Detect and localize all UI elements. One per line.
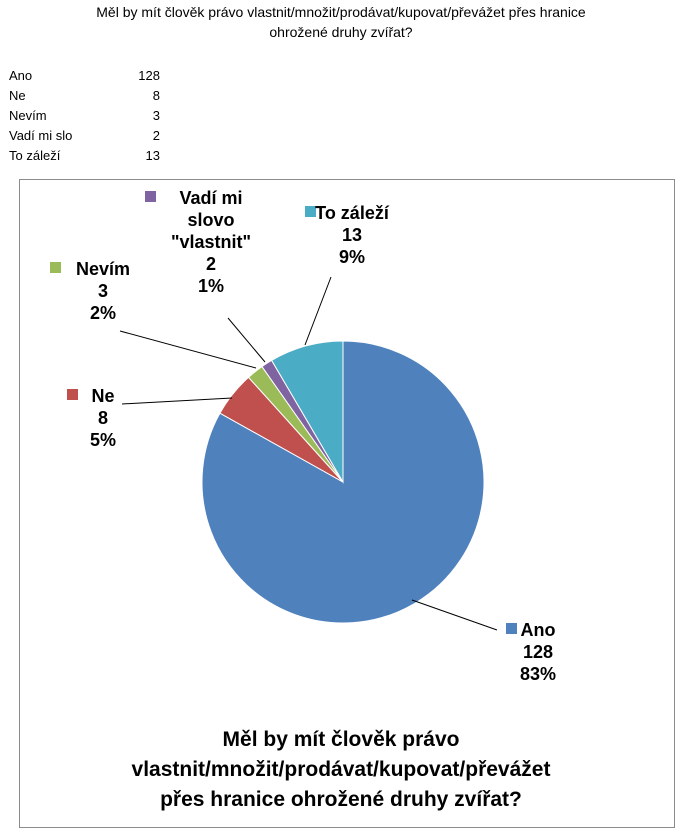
chart-title-line-1: Měl by mít člověk právo [222, 728, 460, 751]
table-cell-value: 13 [145, 148, 160, 163]
sheet-title-line-1: Měl by mít člověk právo vlastnit/množit/… [96, 4, 586, 20]
data-label-percent: 83% [520, 664, 556, 684]
data-label-name: Ne [91, 386, 114, 406]
chart-title-line-3: přes hranice ohrožené druhy zvířat? [160, 788, 522, 811]
leader-line-vadi-mi-slovo-vlastnit [227, 317, 266, 363]
data-label-value: 3 [98, 281, 108, 301]
sheet-title: Měl by mít člověk právo vlastnit/množit/… [0, 2, 682, 42]
table-row: Ano 128 [9, 66, 160, 86]
leader-line-nevim [119, 330, 257, 369]
table-cell-value: 8 [152, 88, 160, 103]
data-table: Ano 128 Ne 8 Nevím 3 Vadí mi slo 2 To zá… [9, 66, 160, 166]
chart-title-line-2: vlastnit/množit/prodávat/kupovat/převáže… [131, 758, 551, 781]
table-row: Ne 8 [9, 86, 160, 106]
table-cell-label: Ano [9, 68, 33, 83]
legend-key-to-zalezi [305, 206, 316, 217]
table-cell-label: Ne [9, 88, 26, 103]
table-cell-value: 3 [152, 108, 160, 123]
data-label-name: "vlastnit" [171, 232, 251, 252]
legend-key-vadi-mi-slovo-vlastnit [145, 191, 156, 202]
data-label-percent: 5% [90, 430, 116, 450]
leader-line-to-zalezi [304, 276, 332, 346]
data-label-percent: 1% [198, 276, 224, 296]
legend-key-ano [506, 623, 517, 634]
data-label-name: To záleží [315, 203, 390, 223]
table-row: Vadí mi slo 2 [9, 126, 160, 146]
leader-line-ano [411, 599, 498, 631]
table-row: Nevím 3 [9, 106, 160, 126]
data-label-value: 8 [98, 408, 108, 428]
data-label-name: Vadí mi [179, 188, 242, 208]
leader-line-ne [121, 397, 233, 405]
data-label-name: Nevím [76, 259, 130, 279]
legend-key-nevim [50, 262, 61, 273]
data-label-percent: 2% [90, 303, 116, 323]
pie-slice-to-zalezi [270, 340, 344, 484]
table-cell-label: Vadí mi slo [9, 128, 73, 143]
data-label-value: 2 [206, 254, 216, 274]
table-cell-label: To záleží [9, 148, 61, 163]
data-label-percent: 9% [339, 247, 365, 267]
legend-key-ne [67, 389, 78, 400]
data-label-value: 13 [342, 225, 362, 245]
chart-title: Měl by mít člověk právo vlastnit/množit/… [0, 725, 682, 815]
table-row: To záleží 13 [9, 146, 160, 166]
table-cell-label: Nevím [9, 108, 47, 123]
table-cell-value: 128 [138, 68, 160, 83]
table-cell-value: 2 [152, 128, 160, 143]
data-label-name: Ano [521, 620, 556, 640]
data-label-name: slovo [187, 210, 234, 230]
data-label-value: 128 [523, 642, 553, 662]
sheet-title-line-2: ohrožené druhy zvířat? [269, 24, 413, 40]
